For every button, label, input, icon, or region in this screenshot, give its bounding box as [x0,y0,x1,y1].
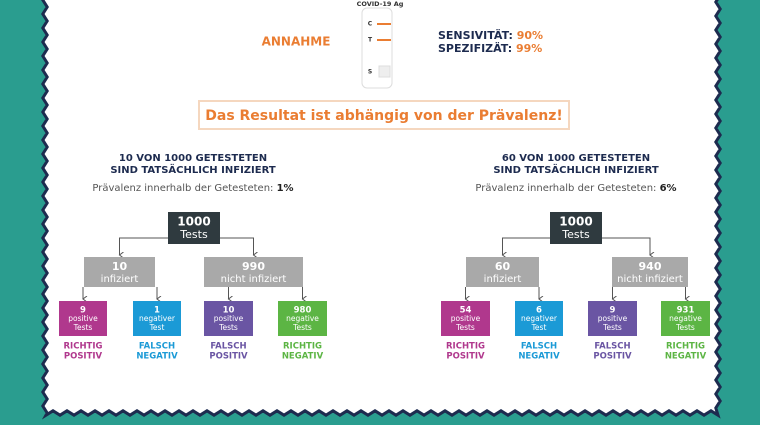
leaf-category: RICHTIG [283,342,322,352]
leaf-text: positive [68,314,98,323]
leaf-category: NEGATIV [665,352,707,362]
leaf-box [133,301,181,336]
leaf-box [588,301,637,336]
banner: Das Resultat ist abhängig von der Präval… [205,108,562,124]
prevalence: Prävalenz innerhalb der Getesteten: 6% [475,183,676,194]
leaf-category: FALSCH [594,342,630,352]
root-box [168,212,220,244]
leaf-category: NEGATIV [518,352,560,362]
leaf-category: FALSCH [521,342,557,352]
leaf-category: NEGATIV [136,352,178,362]
leaf-text: negative [286,314,319,323]
leaf-category: FALSCH [139,342,175,352]
group-box [466,257,539,287]
group-number: 10 [112,260,128,273]
group-text: infiziert [101,274,139,285]
leaf-text: negativer [521,314,558,323]
test-label: COVID-19 Ag [357,0,404,8]
leaf-category: FALSCH [210,342,246,352]
leaf-text: positive [214,314,244,323]
connector [220,237,254,255]
banner-box [198,100,570,130]
leaf-category: POSITIV [593,352,632,362]
prevalence-value: 1% [277,183,294,194]
tree-title: SIND TATSÄCHLICH INFIZIERT [493,162,659,176]
root-number: 1000 [177,215,210,229]
leaf-category: POSITIV [209,352,248,362]
connector [602,237,650,255]
group-text: infiziert [484,274,522,285]
prevalence-label: Prävalenz innerhalb der Getesteten: [92,183,273,194]
group-box [612,257,688,287]
group-text: nicht infiziert [617,274,683,285]
leaf-text: Tests [455,323,475,332]
group-number: 60 [495,260,511,273]
leaf-category: RICHTIG [666,342,705,352]
connector [120,237,168,255]
group-number: 940 [639,260,662,273]
assumption: ANNAHME [262,35,331,49]
leaf-box [661,301,710,336]
root-number: 1000 [559,215,592,229]
leaf-text: Tests [73,323,93,332]
mark-t: T [368,37,373,44]
leaf-box [204,301,253,336]
leaf-box [515,301,563,336]
leaf-text: Test [149,323,165,332]
sensitivity: SENSIVITÄT: 90% [438,28,543,42]
leaf-number: 1 [154,306,160,316]
group-number: 990 [242,260,265,273]
group-text: nicht infiziert [221,274,287,285]
leaf-number: 6 [536,306,542,316]
leaf-text: Test [531,323,547,332]
leaf-category: POSITIV [64,352,103,362]
leaf-box [441,301,490,336]
group-box [204,257,303,287]
root-box [550,212,602,244]
leaf-category: RICHTIG [64,342,103,352]
leaf-text: Tests [218,323,238,332]
prevalence-value: 6% [660,183,677,194]
group-box [84,257,155,287]
leaf-text: negativer [139,314,176,323]
specificity: SPEZIFIZÄT: 99% [438,41,542,55]
tree-title: SIND TATSÄCHLICH INFIZIERT [110,162,276,176]
mark-c: C [368,21,373,28]
leaf-text: positive [451,314,481,323]
connector [503,237,550,255]
tree-title: 10 VON 1000 GETESTETEN [119,153,267,164]
leaf-text: positive [598,314,628,323]
prevalence-label: Prävalenz innerhalb der Getesteten: [475,183,656,194]
tree-title: 60 VON 1000 GETESTETEN [502,153,650,164]
leaf-number: 980 [294,306,312,316]
root-text: Tests [561,228,590,241]
leaf-category: POSITIV [446,352,485,362]
leaf-number: 9 [610,306,616,316]
leaf-text: Tests [602,323,622,332]
root-text: Tests [179,228,208,241]
leaf-category: NEGATIV [282,352,324,362]
leaf-text: Tests [292,323,312,332]
leaf-text: Tests [675,323,695,332]
leaf-box [59,301,107,336]
prevalence: Prävalenz innerhalb der Getesteten: 1% [92,183,293,194]
mark-s: S [368,69,372,76]
leaf-number: 10 [223,306,235,316]
sample-well [378,65,391,78]
leaf-number: 9 [80,306,86,316]
leaf-box [278,301,327,336]
leaf-category: RICHTIG [446,342,485,352]
leaf-text: negative [669,314,702,323]
leaf-number: 54 [460,306,472,316]
leaf-number: 931 [677,306,695,316]
